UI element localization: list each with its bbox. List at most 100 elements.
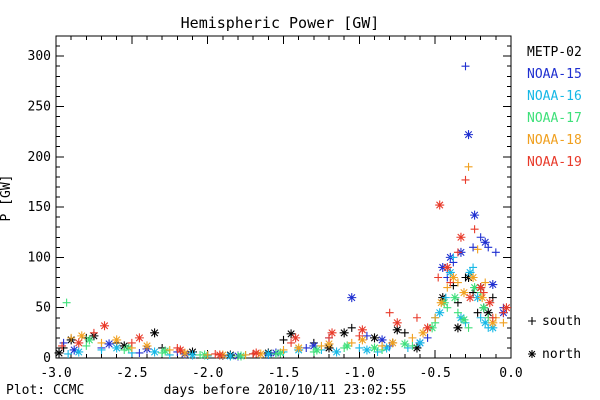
- north-point-metp-02: [150, 328, 160, 338]
- south-point-noaa-19: [488, 313, 497, 322]
- south-point-noaa-18: [241, 350, 250, 359]
- series-noaa-19: [58, 175, 511, 360]
- south-point-noaa-15: [476, 233, 485, 242]
- south-point-metp-02: [473, 308, 482, 317]
- north-point-noaa-16: [382, 343, 392, 353]
- legend-entry: NOAA-16: [527, 89, 582, 104]
- north-point-noaa-18: [388, 338, 398, 348]
- south-point-noaa-18: [203, 350, 212, 359]
- north-point-noaa-16: [74, 347, 84, 357]
- north-point-metp-02: [119, 341, 129, 351]
- series-noaa-15: [59, 62, 508, 361]
- north-point-noaa-15: [488, 280, 498, 290]
- south-point-noaa-19: [58, 341, 67, 350]
- north-point-noaa-15: [464, 130, 474, 140]
- north-point-noaa-15: [347, 293, 357, 303]
- legend-entry: NOAA-18: [527, 133, 582, 148]
- north-point-noaa-17: [427, 323, 437, 333]
- legend-entry: NOAA-15: [527, 67, 582, 82]
- south-point-noaa-18: [473, 245, 482, 254]
- north-point-noaa-18: [142, 341, 152, 351]
- north-point-noaa-16: [415, 338, 425, 348]
- north-point-metp-02: [54, 348, 64, 358]
- north-point-noaa-16: [112, 343, 122, 353]
- north-point-noaa-19: [175, 345, 185, 355]
- north-point-noaa-18: [459, 288, 469, 298]
- south-point-noaa-15: [423, 333, 432, 342]
- north-point-noaa-19: [251, 348, 261, 358]
- chart-title: Hemispheric Power [GW]: [181, 14, 380, 32]
- north-point-noaa-17: [84, 335, 94, 345]
- north-point-noaa-16: [473, 293, 483, 303]
- y-tick-label: 50: [35, 301, 51, 316]
- south-point-noaa-19: [127, 338, 136, 347]
- north-point-noaa-17: [370, 343, 379, 353]
- south-point-noaa-18: [279, 345, 288, 354]
- north-point-metp-02: [412, 343, 422, 353]
- north-point-noaa-18: [488, 318, 498, 328]
- south-point-noaa-15: [302, 343, 311, 352]
- north-point-noaa-16: [488, 323, 498, 333]
- y-tick-label: 150: [28, 200, 51, 215]
- south-point-noaa-18: [408, 333, 417, 342]
- x-tick-label: -1.0: [344, 366, 375, 381]
- north-point-noaa-18: [477, 293, 487, 303]
- south-point-noaa-19: [453, 248, 462, 257]
- south-point-noaa-18: [481, 278, 490, 287]
- south-point-noaa-19: [470, 225, 479, 234]
- south-point-metp-02: [279, 335, 288, 344]
- north-point-noaa-17: [275, 348, 285, 358]
- south-point-noaa-15: [362, 331, 371, 340]
- south-point-noaa-16: [64, 349, 73, 358]
- south-point-noaa-17: [453, 308, 462, 317]
- south-point-noaa-16: [97, 345, 106, 354]
- north-point-metp-02: [286, 329, 296, 339]
- south-point-noaa-19: [412, 313, 421, 322]
- south-point-noaa-18: [443, 283, 452, 292]
- south-point-noaa-17: [271, 349, 280, 358]
- north-point-noaa-18: [448, 273, 458, 282]
- north-point-metp-02: [483, 308, 493, 318]
- south-point-noaa-18: [317, 341, 326, 350]
- axis-ticks: [55, 35, 512, 359]
- north-point-noaa-18: [468, 273, 478, 282]
- north-point-noaa-18: [324, 339, 334, 349]
- south-point-noaa-19: [461, 175, 470, 184]
- north-point-noaa-16: [456, 313, 466, 323]
- x-tick-label: -2.0: [192, 366, 223, 381]
- north-point-noaa-18: [436, 298, 446, 308]
- south-point-noaa-18: [165, 345, 174, 354]
- south-point-noaa-15: [491, 248, 500, 257]
- south-point-noaa-19: [89, 328, 98, 337]
- south-point-noaa-17: [62, 298, 71, 307]
- north-point-noaa-19: [423, 323, 433, 333]
- north-point-noaa-17: [470, 283, 480, 293]
- north-point-noaa-16: [362, 345, 372, 355]
- north-point-noaa-16: [150, 347, 160, 357]
- north-point-noaa-19: [485, 298, 495, 308]
- north-point-metp-02: [339, 328, 349, 338]
- north-point-metp-02: [392, 325, 402, 335]
- y-tick-label: 200: [28, 150, 51, 165]
- north-point-noaa-16: [480, 318, 490, 328]
- north-point-noaa-19: [392, 318, 402, 328]
- axis-tick-labels: -3.0 -2.5 -2.0 -1.5 -1.0 -0.5 0.0 0 50 100 150 200 2…: [28, 49, 523, 381]
- star-marker-icon: [528, 350, 536, 358]
- north-point-metp-02: [453, 323, 463, 333]
- y-tick-label: 250: [28, 99, 51, 114]
- north-point-noaa-19: [215, 350, 225, 360]
- south-point-noaa-18: [347, 338, 356, 347]
- south-point-noaa-19: [446, 278, 455, 287]
- north-point-noaa-17: [312, 345, 322, 355]
- north-point-noaa-19: [442, 262, 452, 272]
- south-point-noaa-18: [97, 338, 106, 347]
- north-point-noaa-19: [291, 333, 301, 343]
- north-point-noaa-16: [435, 308, 445, 318]
- legend: METP-02 NOAA-15 NOAA-16 NOAA-17 NOAA-18 NOAA-…: [527, 45, 582, 362]
- north-point-noaa-19: [74, 338, 84, 348]
- south-point-metp-02: [400, 328, 409, 337]
- y-tick-label: 300: [28, 49, 51, 64]
- north-point-noaa-18: [180, 348, 190, 358]
- south-point-noaa-16: [449, 253, 458, 262]
